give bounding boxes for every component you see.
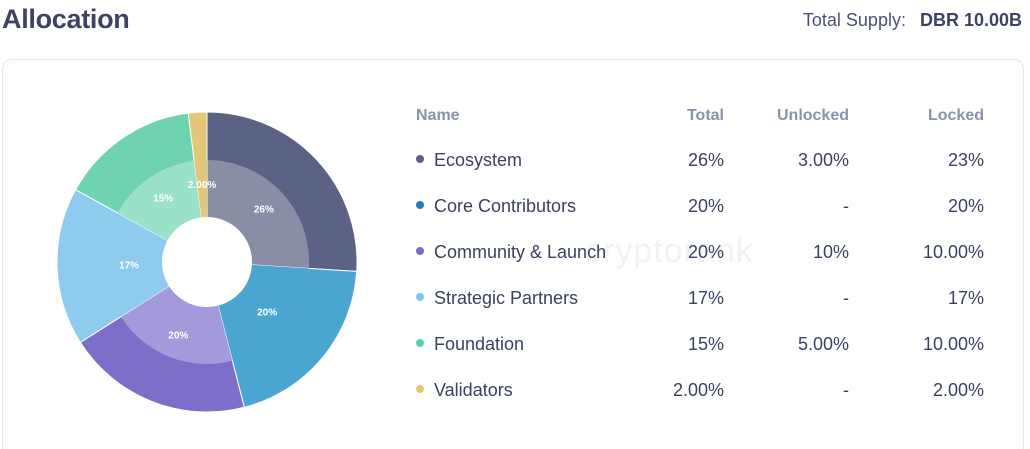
total-supply: Total Supply: DBR 10.00B <box>803 10 1022 31</box>
pie-slice-label: 15% <box>153 193 173 204</box>
pie-slice-label: 2.00% <box>188 180 216 191</box>
legend-dot-icon <box>416 384 424 393</box>
row-name: Core Contributors <box>406 183 651 229</box>
pie-slice-inner[interactable] <box>194 160 207 218</box>
row-total: 20% <box>687 195 724 216</box>
row-locked: 17% <box>947 287 984 308</box>
table-row[interactable]: Ecosystem 26% 3.00% 23% <box>406 137 996 183</box>
row-unlocked: - <box>843 195 849 216</box>
row-name: Community & Launch <box>406 229 651 275</box>
legend-dot-icon <box>416 292 424 301</box>
total-supply-label: Total Supply: <box>802 10 906 30</box>
row-total: 15% <box>687 333 724 354</box>
pie-slice-inner[interactable] <box>120 286 233 364</box>
column-header-unlocked[interactable]: Unlocked <box>776 107 849 124</box>
row-name: Strategic Partners <box>406 275 651 321</box>
legend-dot-icon <box>416 246 424 255</box>
legend-dot-icon <box>416 154 424 163</box>
pie-slice-label: 17% <box>119 260 139 271</box>
table-row[interactable]: Foundation 15% 5.00% 10.00% <box>406 321 996 367</box>
row-unlocked: 10% <box>812 241 849 262</box>
table-header-row: Name Total Unlocked Locked <box>406 95 996 137</box>
row-unlocked: 3.00% <box>797 149 849 170</box>
table-row[interactable]: Validators 2.00% - 2.00% <box>406 367 996 413</box>
table-row[interactable]: Strategic Partners 17% - 17% <box>406 275 996 321</box>
column-header-total[interactable]: Total <box>686 107 724 124</box>
allocation-table: Name Total Unlocked Locked Ecosystem 26% 3… <box>406 95 996 413</box>
row-total: 26% <box>687 149 724 170</box>
row-name: Validators <box>406 367 651 413</box>
row-name-label: Foundation <box>434 333 525 354</box>
row-locked: 2.00% <box>932 379 984 400</box>
allocation-donut-chart: 26% 20% 20% 17% 15% 2.00% <box>56 111 358 413</box>
row-name-label: Strategic Partners <box>434 287 579 308</box>
row-name-label: Core Contributors <box>434 195 577 216</box>
pie-slice-inner[interactable] <box>105 212 170 317</box>
total-supply-value: DBR 10.00B <box>919 10 1022 30</box>
table-row[interactable]: Community & Launch 20% 10% 10.00% <box>406 229 996 275</box>
pie-slice-inner[interactable] <box>117 160 202 241</box>
row-unlocked: 5.00% <box>797 333 849 354</box>
row-total: 17% <box>687 287 724 308</box>
row-name-label: Community & Launch <box>434 241 607 262</box>
row-total: 20% <box>687 241 724 262</box>
column-header-name[interactable]: Name <box>416 107 460 124</box>
row-locked: 10.00% <box>922 241 984 262</box>
pie-slice-label: 20% <box>168 331 188 342</box>
column-header-locked[interactable]: Locked <box>927 107 984 124</box>
row-locked: 10.00% <box>922 333 984 354</box>
pie-slice-label: 20% <box>257 308 277 319</box>
table-row[interactable]: Core Contributors 20% - 20% <box>406 183 996 229</box>
row-locked: 20% <box>947 195 984 216</box>
pie-slice-inner[interactable] <box>207 160 309 269</box>
row-locked: 23% <box>947 149 984 170</box>
row-name: Ecosystem <box>406 137 651 183</box>
row-total: 2.00% <box>672 379 724 400</box>
row-name-label: Validators <box>434 379 513 400</box>
row-unlocked: - <box>843 287 849 308</box>
legend-dot-icon <box>416 338 424 347</box>
row-name: Foundation <box>406 321 651 367</box>
row-name-label: Ecosystem <box>434 149 523 170</box>
pie-slice-inner[interactable] <box>218 264 309 361</box>
pie-slice-label: 26% <box>254 205 274 216</box>
page-title: Allocation <box>2 4 130 34</box>
legend-dot-icon <box>416 200 424 209</box>
row-unlocked: - <box>843 379 849 400</box>
